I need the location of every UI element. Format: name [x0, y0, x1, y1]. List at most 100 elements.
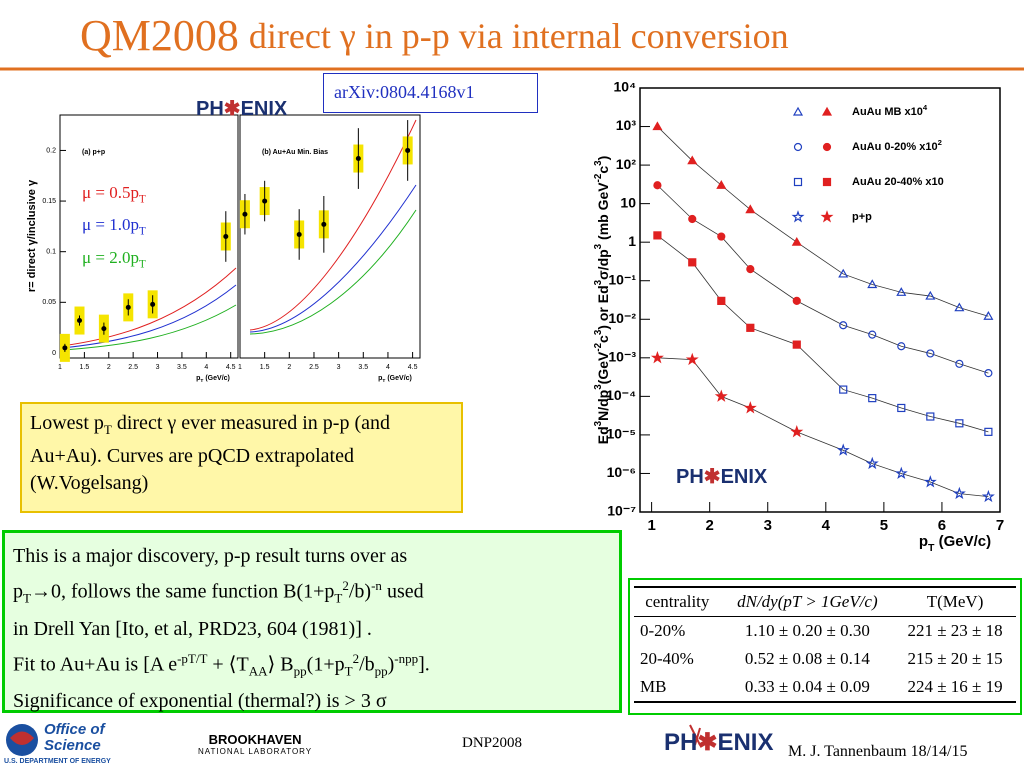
point — [77, 318, 83, 324]
y-tick-label: 10⁴ — [614, 79, 637, 95]
y-axis-label: Ed3N/dp3(GeV-2c3) or Ed3σ/dp3 (mb GeV-2c… — [593, 156, 611, 445]
logo-star: ✱ — [224, 98, 241, 120]
x-tick-label: 1 — [58, 364, 62, 371]
x-tick-label: 4 — [386, 364, 390, 371]
bnl-lab: NATIONAL LABORATORY — [198, 747, 313, 756]
marker — [868, 394, 877, 403]
marker — [791, 236, 802, 246]
table-row: MB 0.33 ± 0.04 ± 0.09 224 ± 16 ± 19 — [634, 673, 1016, 702]
text-run: ⟩ B — [267, 653, 294, 676]
text-run: ]. — [418, 653, 430, 676]
legend-entry: μ = 1.0pT — [82, 212, 146, 244]
cell: 215 ± 20 ± 15 — [907, 649, 1003, 668]
marker — [868, 330, 877, 339]
y-tick-label: 1 — [628, 233, 636, 249]
point — [223, 234, 229, 239]
text-run: used — [381, 580, 424, 603]
text-run: -2 — [593, 173, 604, 182]
table-header: centrality dN/dy(pT > 1GeV/c) T(MeV) — [634, 587, 1016, 617]
curve-blue-b — [249, 184, 417, 333]
panel-b-frame — [239, 114, 421, 359]
x-tick-label: 3.5 — [177, 364, 187, 371]
panel-a-frame — [59, 114, 239, 359]
y-tick-label: 10⁻¹ — [608, 271, 636, 287]
x-tick-label: 4 — [822, 517, 831, 534]
y-tick-label: 10⁻⁴ — [606, 387, 636, 403]
marker — [952, 486, 966, 500]
y-tick-label: 10⁻⁵ — [606, 426, 636, 442]
bnl-logo: BROOKHAVEN NATIONAL LABORATORY — [198, 732, 312, 756]
text-run: 3 — [593, 160, 604, 166]
table-box: centrality dN/dy(pT > 1GeV/c) T(MeV) 0-20% 1… — [628, 578, 1022, 715]
x-tick-label: 1.5 — [260, 364, 270, 371]
x-tick-label: 3 — [337, 364, 341, 371]
curve-green-a — [61, 304, 237, 351]
text-run: + ⟨T — [207, 653, 249, 676]
marker — [717, 232, 726, 241]
x-axis-label: pT (GeV/c) — [196, 375, 230, 384]
text-run: T — [334, 590, 343, 606]
curve-green-b — [249, 209, 417, 335]
y-tick-label: 10⁻² — [608, 310, 636, 326]
text-run: Fit to Au+Au is [A e — [13, 653, 178, 676]
marker — [793, 142, 803, 152]
point — [321, 221, 327, 227]
point — [296, 231, 302, 237]
legend-entry: p+p — [852, 211, 872, 223]
footer-star — [689, 724, 701, 746]
marker — [685, 352, 699, 366]
cell: 224 ± 16 ± 19 — [907, 677, 1003, 696]
cell: 0.33 ± 0.04 ± 0.09 — [744, 677, 870, 696]
x-tick-label: 5 — [880, 517, 888, 534]
text-run: -npp — [394, 650, 419, 666]
header-cell: centrality — [645, 592, 710, 611]
cell: MB — [640, 677, 667, 696]
text-run: 3 — [593, 329, 604, 335]
text-run: direct γ ever measured in p-p (and Au+Au… — [30, 412, 391, 494]
table: centrality dN/dy(pT > 1GeV/c) T(MeV) 0-20% 1… — [634, 586, 1016, 703]
legend-entry: AuAu 20-40% x10 — [852, 176, 944, 188]
panel-label: (b) Au+Au Min. Bias — [262, 149, 328, 156]
left-legend: μ = 0.5pT μ = 1.0pT μ = 2.0pT — [82, 180, 146, 277]
cell: 1.10 ± 0.20 ± 0.30 — [744, 621, 870, 640]
text-run: N/dp — [595, 390, 611, 421]
text-run: c — [595, 335, 611, 343]
x-tick-label: 6 — [938, 517, 946, 534]
text-run: 2 — [938, 138, 942, 147]
phenix-logo: PH✱ENIX — [664, 729, 773, 756]
text-run: T — [928, 542, 935, 554]
text-run: /b — [359, 653, 375, 676]
logo-part: ENIX — [241, 98, 288, 120]
marker — [865, 456, 879, 470]
text-line: Fit to Au+Au is [A e-pT/T + ⟨TAA⟩ Bpp(1+… — [13, 644, 611, 687]
text-run: (1+p — [306, 653, 345, 676]
marker — [926, 349, 935, 358]
text-run: T — [344, 663, 353, 679]
text-run: 3 — [593, 384, 604, 390]
text-run: T — [382, 378, 385, 384]
text-run: 3 — [593, 243, 604, 249]
y-tick-label: 0 — [52, 350, 56, 357]
point — [405, 147, 411, 153]
x-tick-label: 3.5 — [358, 364, 368, 371]
y-tick-label: 0.05 — [42, 299, 56, 306]
right-frame — [639, 87, 1001, 513]
legend-entry: AuAu MB x104 — [852, 103, 928, 118]
doe-text: U.S. DEPARTMENT OF ENERGY — [4, 758, 111, 765]
text-run: p — [196, 375, 200, 382]
marker — [792, 340, 801, 349]
marker — [896, 287, 907, 296]
text-run: -pT/T — [177, 650, 208, 666]
arxiv-box: arXiv:0804.4168v1 — [323, 73, 538, 113]
point — [262, 198, 268, 204]
marker — [653, 181, 662, 190]
cell: 20-40% — [640, 649, 694, 668]
curve-blue-a — [61, 284, 237, 349]
text-run: /b) — [348, 580, 372, 603]
marker — [820, 210, 834, 223]
text-run: Ed — [595, 426, 611, 444]
discovery-box: This is a major discovery, p-p result tu… — [2, 530, 622, 713]
y-tick-label: 10⁻⁷ — [607, 503, 636, 519]
